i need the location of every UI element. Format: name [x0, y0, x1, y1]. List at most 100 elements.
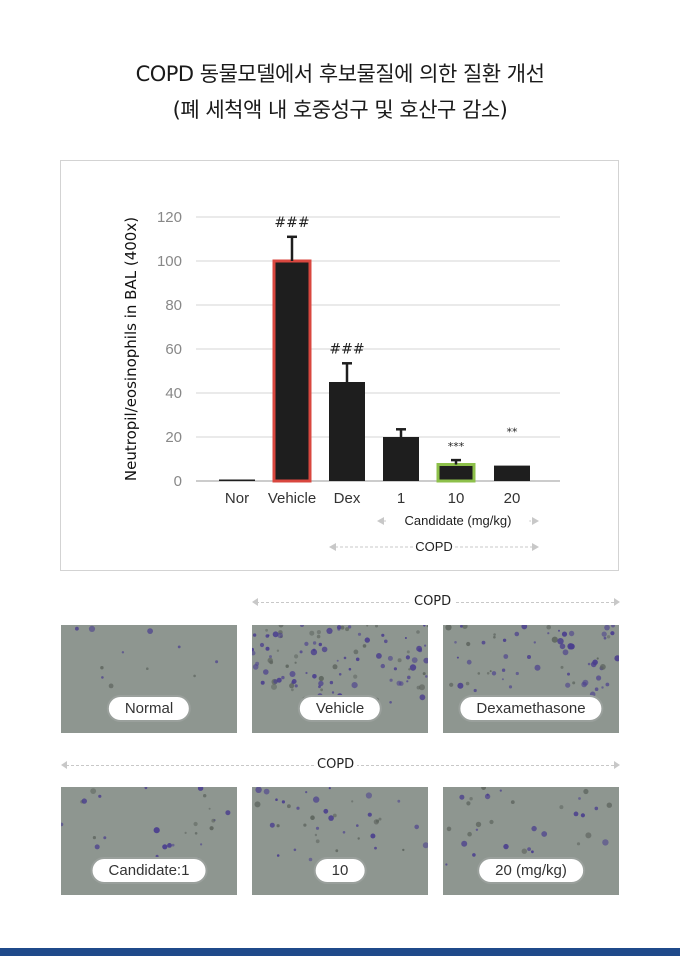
cell-dot	[144, 787, 148, 790]
image-label-normal: Normal	[106, 695, 192, 722]
cell-dot	[425, 675, 428, 678]
cell-dot	[276, 854, 280, 857]
cell-dot	[551, 636, 558, 643]
cell-dot	[364, 637, 370, 643]
cell-dot	[265, 628, 268, 632]
cell-dot	[559, 805, 564, 810]
cell-dot	[90, 788, 97, 794]
cell-dot	[357, 632, 362, 636]
cell-dot	[489, 670, 492, 673]
image-label-candidate-10: 10	[313, 857, 367, 884]
cell-dot	[200, 843, 203, 846]
cell-dot	[272, 631, 279, 638]
arrow-left-icon	[377, 517, 384, 525]
cell-dot	[329, 680, 334, 685]
cell-dot	[422, 842, 428, 849]
cell-dot	[514, 631, 520, 637]
cell-dot	[294, 661, 297, 664]
cell-dot	[305, 791, 308, 794]
cell-dot	[419, 684, 425, 691]
cell-dot	[321, 646, 328, 653]
cell-dot	[260, 680, 265, 685]
cell-dot	[572, 681, 576, 685]
cell-dot	[489, 819, 494, 825]
cell-dot	[449, 682, 454, 687]
cell-dot	[98, 794, 102, 798]
cell-dot	[426, 625, 428, 628]
cell-dot	[402, 848, 405, 852]
cell-dot	[263, 788, 270, 795]
cell-dot	[276, 824, 280, 828]
cell-dot	[510, 800, 515, 804]
cell-dot	[578, 797, 581, 800]
cell-dot	[193, 821, 198, 827]
cell-dot	[508, 685, 513, 689]
cell-dot	[263, 669, 269, 675]
x-tick-label: 1	[397, 490, 405, 507]
cell-dot	[562, 649, 569, 656]
cell-dot	[561, 631, 568, 637]
cell-dot	[531, 850, 534, 854]
cell-dot	[547, 632, 550, 635]
cell-dot	[596, 675, 602, 681]
cell-dot	[335, 849, 339, 853]
cell-dot	[194, 832, 198, 835]
cell-dot	[610, 631, 615, 636]
cell-dot	[491, 671, 497, 676]
arrow-left-icon	[252, 598, 258, 606]
cell-dot	[326, 627, 333, 634]
cell-dot	[276, 649, 280, 652]
cell-dot	[486, 672, 490, 675]
cell-dot	[289, 671, 296, 677]
cell-dot	[407, 675, 411, 680]
cell-dot	[408, 668, 411, 671]
cell-dot	[312, 641, 317, 645]
cell-dot	[397, 658, 402, 663]
cell-dot	[365, 792, 372, 799]
cell-dot	[601, 686, 604, 689]
cell-dot	[576, 842, 581, 846]
cell-dot	[604, 625, 610, 631]
cell-dot	[466, 641, 471, 647]
image-label-candidate-20: 20 (mg/kg)	[477, 857, 585, 884]
cell-dot	[389, 701, 392, 704]
cell-dot	[309, 630, 315, 636]
cell-dot	[81, 798, 87, 804]
cell-dot	[278, 625, 284, 628]
cell-dot	[472, 853, 476, 857]
cell-dot	[281, 800, 285, 804]
cell-dot	[343, 656, 347, 660]
cell-dot	[103, 836, 107, 840]
cell-dot	[614, 655, 619, 662]
cell-dot	[271, 683, 277, 690]
cell-dot	[378, 817, 382, 821]
cell-dot	[300, 625, 304, 627]
bar-1	[383, 437, 419, 481]
significance-label: ###	[329, 341, 364, 357]
cell-dot	[167, 843, 172, 848]
cell-dot	[611, 625, 615, 628]
cell-dot	[423, 625, 426, 627]
copd-label-bottom: COPD	[314, 757, 358, 772]
cell-dot	[603, 636, 607, 640]
cell-dot	[521, 848, 527, 854]
cell-dot	[481, 640, 486, 645]
cell-dot	[465, 681, 470, 686]
arrow-right-icon	[614, 761, 620, 769]
cell-dot	[353, 674, 358, 679]
cell-dot	[446, 826, 452, 832]
cell-dot	[75, 626, 79, 631]
cell-dot	[568, 630, 575, 637]
cell-dot	[375, 819, 380, 823]
cell-dot	[559, 643, 566, 650]
cell-dot	[277, 632, 283, 639]
cell-dot	[255, 661, 260, 666]
cell-dot	[331, 691, 335, 694]
cell-dot	[203, 794, 207, 798]
cell-dot	[580, 813, 585, 818]
cell-dot	[521, 625, 528, 630]
image-label-candidate-1: Candidate:1	[90, 857, 208, 884]
micrograph-candidate-1: Candidate:1	[61, 787, 237, 895]
cell-dot	[171, 843, 175, 847]
cell-dot	[291, 688, 294, 692]
